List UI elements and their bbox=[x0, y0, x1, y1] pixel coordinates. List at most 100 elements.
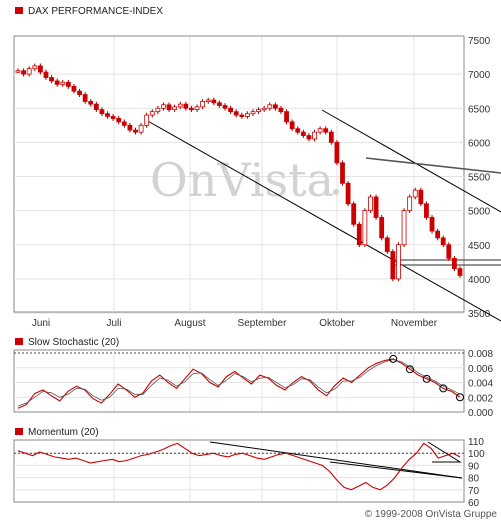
price-candle bbox=[435, 230, 441, 239]
momentum-trendline-2 bbox=[329, 461, 463, 479]
stochastic-line-2 bbox=[17, 359, 461, 407]
price-candle bbox=[217, 102, 222, 106]
price-candle bbox=[429, 217, 435, 232]
momentum-legend-swatch bbox=[15, 428, 23, 435]
price-candle bbox=[149, 111, 155, 116]
price-candle bbox=[373, 196, 379, 218]
price-candle bbox=[368, 196, 373, 212]
price-candle bbox=[340, 162, 345, 184]
price-y-tick: 6500 bbox=[468, 104, 491, 115]
stochastic-y-tick: 0.000 bbox=[468, 408, 493, 419]
price-candle bbox=[105, 113, 110, 117]
stochastic-y-tick: 0.006 bbox=[468, 364, 493, 375]
price-candle bbox=[390, 251, 396, 280]
price-candle bbox=[278, 107, 284, 113]
stochastic-y-tick: 0.002 bbox=[468, 393, 493, 404]
momentum-triangle bbox=[427, 441, 462, 463]
price-candle bbox=[88, 101, 94, 105]
price-candle bbox=[127, 124, 133, 131]
price-candle bbox=[295, 128, 301, 133]
price-candle bbox=[133, 129, 138, 133]
price-candle bbox=[194, 106, 200, 111]
price-y-tick: 6000 bbox=[468, 138, 491, 149]
price-x-tick: November bbox=[391, 318, 438, 329]
dax-legend-swatch bbox=[15, 7, 23, 14]
price-candle bbox=[110, 116, 116, 119]
price-candle bbox=[384, 237, 390, 252]
price-candle bbox=[116, 118, 122, 123]
momentum-panel-frame bbox=[13, 439, 465, 503]
momentum-grid bbox=[14, 441, 464, 501]
price-candle bbox=[82, 94, 88, 102]
channel-lines bbox=[145, 109, 501, 322]
stochastic-marker bbox=[422, 374, 431, 383]
price-candle bbox=[189, 107, 194, 111]
stochastic-marker bbox=[389, 354, 398, 363]
stochastic-series bbox=[17, 354, 464, 409]
momentum-y-tick: 100 bbox=[468, 449, 485, 460]
price-candle bbox=[446, 244, 452, 259]
price-candle bbox=[211, 99, 217, 104]
price-y-tick: 7500 bbox=[468, 36, 491, 47]
price-candle bbox=[323, 128, 329, 133]
stochastic-panel-frame bbox=[13, 349, 465, 413]
price-candle bbox=[144, 114, 150, 126]
price-series bbox=[15, 63, 463, 282]
price-y-tick: 3500 bbox=[468, 309, 491, 320]
price-y-tick: 5500 bbox=[468, 173, 491, 184]
price-y-tick: 4000 bbox=[468, 275, 491, 286]
price-candle bbox=[256, 109, 261, 113]
price-candle bbox=[345, 182, 351, 205]
price-candle bbox=[267, 104, 273, 109]
price-candle bbox=[289, 121, 295, 130]
price-candle bbox=[312, 131, 317, 140]
price-candle bbox=[379, 217, 385, 239]
price-candle bbox=[244, 113, 250, 117]
momentum-series bbox=[17, 442, 461, 491]
price-x-tick: August bbox=[174, 318, 205, 329]
price-candle bbox=[300, 131, 306, 136]
price-candle bbox=[452, 257, 457, 270]
price-candle bbox=[37, 65, 43, 73]
price-candle bbox=[401, 210, 407, 246]
upper-channel-line bbox=[321, 109, 501, 213]
price-x-tick: Juli bbox=[106, 318, 121, 329]
price-x-tick: Juni bbox=[32, 318, 50, 329]
price-candle bbox=[60, 81, 66, 85]
price-x-tick: Oktober bbox=[319, 318, 355, 329]
momentum-trendlines bbox=[209, 441, 463, 479]
momentum-y-tick: 110 bbox=[468, 437, 484, 448]
copyright-text: © 1999-2008 OnVista Gruppe bbox=[365, 509, 498, 520]
price-candle bbox=[228, 107, 234, 113]
stochastic-legend-swatch bbox=[15, 338, 23, 345]
momentum-title: Momentum (20) bbox=[28, 427, 99, 438]
price-candle bbox=[457, 268, 463, 276]
price-candle bbox=[396, 244, 401, 280]
price-candle bbox=[317, 128, 323, 133]
watermark-dot bbox=[333, 189, 339, 195]
stochastic-y-axis: 0.008 0.006 0.004 0.002 0.000 bbox=[468, 349, 493, 419]
momentum-line bbox=[17, 442, 461, 491]
price-candle bbox=[121, 121, 127, 126]
stochastic-y-tick: 0.004 bbox=[468, 379, 493, 390]
price-candle bbox=[418, 189, 424, 205]
price-candle bbox=[334, 141, 340, 164]
price-candle bbox=[261, 107, 267, 111]
price-x-axis: Juni Juli August September Oktober November bbox=[32, 318, 438, 329]
price-candle bbox=[222, 105, 228, 109]
price-candle bbox=[284, 111, 289, 123]
stochastic-grid bbox=[14, 351, 464, 411]
price-candle bbox=[440, 237, 446, 246]
momentum-y-tick: 70 bbox=[468, 486, 480, 497]
price-panel-frame bbox=[13, 35, 465, 313]
onvista-watermark: OnVista bbox=[150, 153, 334, 207]
price-candle bbox=[239, 114, 245, 117]
price-candle bbox=[49, 77, 54, 82]
momentum-y-tick: 90 bbox=[468, 461, 480, 472]
price-candle bbox=[71, 86, 77, 92]
price-candle bbox=[15, 70, 21, 73]
price-candle bbox=[43, 71, 49, 78]
price-candle bbox=[306, 135, 312, 140]
